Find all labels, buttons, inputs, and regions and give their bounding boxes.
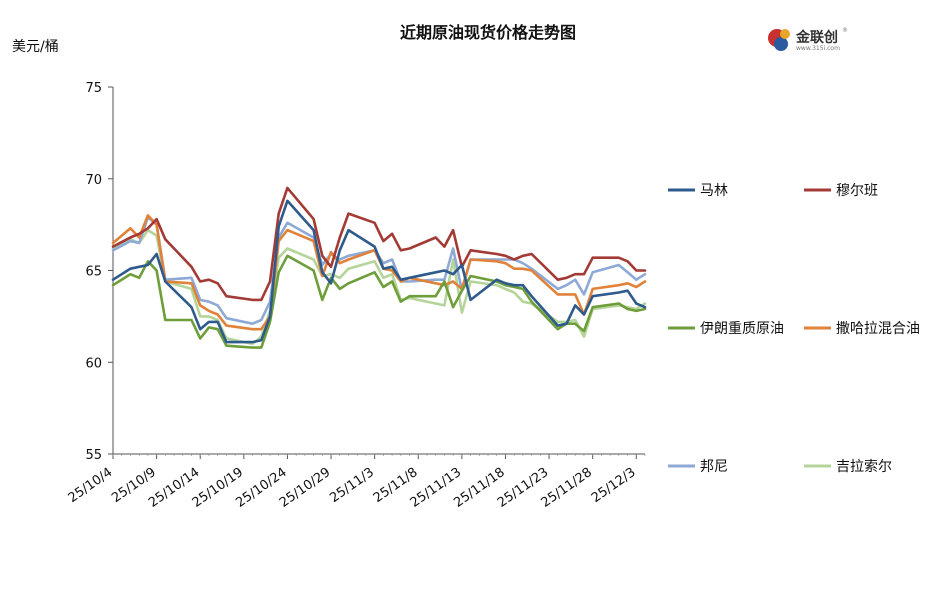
- y-tick-label: 70: [85, 173, 102, 188]
- chart-title: 近期原油现货价格走势图: [400, 23, 576, 42]
- legend-label-2: 穆尔班: [836, 183, 878, 199]
- legend-label-1: 马林: [700, 183, 728, 199]
- plot-area: 556065707525/10/425/10/925/10/1425/10/19…: [66, 81, 647, 511]
- logo: 金联创 www.315i.com ®: [768, 27, 848, 52]
- y-tick-label: 65: [85, 265, 102, 280]
- legend-label-4: 撒哈拉混合油: [836, 321, 920, 337]
- x-tick-label: 25/11/3: [327, 465, 377, 506]
- logo-registered-mark: ®: [842, 27, 848, 34]
- legend-label-6: 吉拉索尔: [836, 458, 892, 475]
- logo-name: 金联创: [795, 29, 838, 46]
- series-line-6: [111, 228, 647, 346]
- logo-mark-blue: [774, 37, 788, 51]
- legend-label-3: 伊朗重质原油: [700, 321, 784, 337]
- series-line-1: [111, 199, 647, 344]
- y-tick-label: 55: [85, 448, 102, 463]
- y-tick-label: 75: [85, 81, 102, 96]
- logo-mark-gold: [780, 29, 790, 39]
- x-tick-label: 25/12/3: [589, 465, 639, 506]
- x-tick-label: 25/10/4: [66, 465, 116, 506]
- series-line-5: [111, 216, 647, 326]
- y-tick-label: 60: [85, 356, 102, 371]
- series-line-2: [111, 186, 647, 302]
- legend-label-5: 邦尼: [700, 459, 728, 475]
- logo-url: www.315i.com: [796, 45, 840, 52]
- y-axis-label: 美元/桶: [12, 39, 59, 55]
